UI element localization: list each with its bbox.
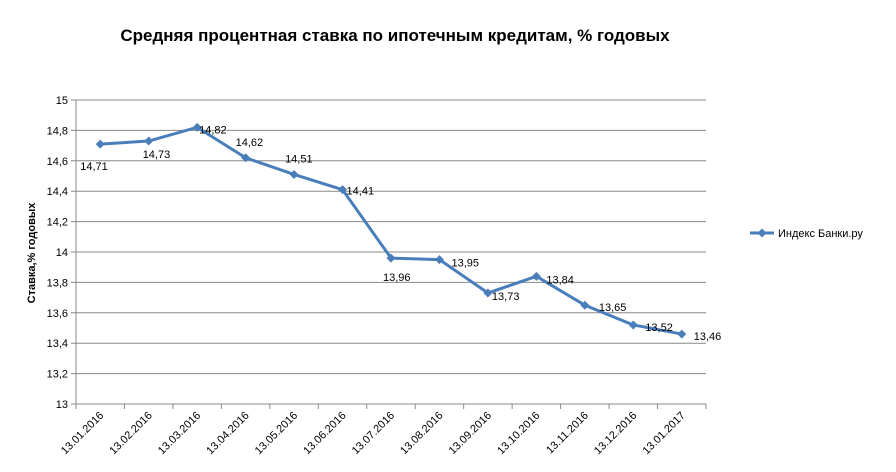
x-tick-label: 13.03.2016 <box>156 410 203 457</box>
y-tick-label: 14,2 <box>47 217 68 229</box>
y-tick-label: 14,8 <box>47 125 68 137</box>
data-point <box>241 153 251 163</box>
y-tick-label: 13,2 <box>47 369 68 381</box>
data-point <box>677 329 687 339</box>
x-tick-label: 13.06.2016 <box>301 410 348 457</box>
axes <box>71 99 707 409</box>
x-tick-label: 13.08.2016 <box>398 410 445 457</box>
y-axis-label: Ставка,% годовых <box>26 202 38 304</box>
x-tick-label: 13.10.2016 <box>495 410 542 457</box>
data-label: 13,73 <box>492 291 520 303</box>
data-label: 14,73 <box>143 149 171 161</box>
y-tick-label: 13 <box>56 399 68 411</box>
x-tick-label: 13.01.2017 <box>640 410 687 457</box>
data-point <box>144 136 154 146</box>
data-point <box>95 139 105 149</box>
y-tick-label: 14,6 <box>47 156 68 168</box>
y-tick-label: 13,8 <box>47 277 68 289</box>
y-tick-label: 15 <box>56 95 68 107</box>
y-tick-label: 14 <box>56 247 68 259</box>
data-label: 14,71 <box>80 161 108 173</box>
data-point <box>192 122 202 132</box>
data-point <box>338 185 348 195</box>
data-label: 13,84 <box>546 274 574 286</box>
data-label: 13,65 <box>599 302 627 314</box>
chart-title: Средняя процентная ставка по ипотечным к… <box>120 26 670 45</box>
series-group <box>95 122 687 339</box>
data-point <box>580 300 590 310</box>
y-tick-label: 13,6 <box>47 308 68 320</box>
legend: Индекс Банки.ру <box>750 228 863 240</box>
y-tick-labels: 13 13,2 13,4 13,6 13,8 14 14,2 14,4 14,6 14,8 15 <box>47 95 68 411</box>
series-line <box>100 125 683 336</box>
y-tick-label: 14,4 <box>47 186 68 198</box>
data-label: 13,46 <box>694 331 722 343</box>
x-tick-label: 13.12.2016 <box>592 410 639 457</box>
x-tick-label: 13.02.2016 <box>107 410 154 457</box>
data-point <box>531 271 541 281</box>
data-point <box>434 255 444 265</box>
x-tick-label: 13.05.2016 <box>253 410 300 457</box>
x-tick-label: 13.11.2016 <box>544 410 591 457</box>
data-labels: 14,71 14,73 14,82 14,62 14,51 14,41 13,96 13,95… <box>80 124 721 343</box>
legend-marker <box>757 228 767 238</box>
data-label: 14,82 <box>199 124 227 136</box>
data-label: 13,96 <box>383 272 411 284</box>
data-point <box>628 320 638 330</box>
data-label: 14,41 <box>347 186 375 198</box>
y-tick-label: 13,4 <box>47 338 68 350</box>
x-tick-labels: 13.01.2016 13.02.2016 13.03.2016 13.04.2016… <box>59 410 688 457</box>
data-label: 14,62 <box>236 137 264 149</box>
grid-lines <box>76 99 706 405</box>
x-tick-label: 13.04.2016 <box>204 410 251 457</box>
x-tick-label: 13.07.2016 <box>350 410 397 457</box>
data-point <box>289 169 299 179</box>
data-label: 14,51 <box>285 153 313 165</box>
legend-label: Индекс Банки.ру <box>778 228 863 240</box>
data-label: 13,95 <box>451 258 479 270</box>
data-point <box>386 253 396 263</box>
data-point <box>483 288 493 298</box>
x-tick-label: 13.09.2016 <box>447 410 494 457</box>
data-label: 13,52 <box>645 322 673 334</box>
x-tick-label: 13.01.2016 <box>59 410 106 457</box>
